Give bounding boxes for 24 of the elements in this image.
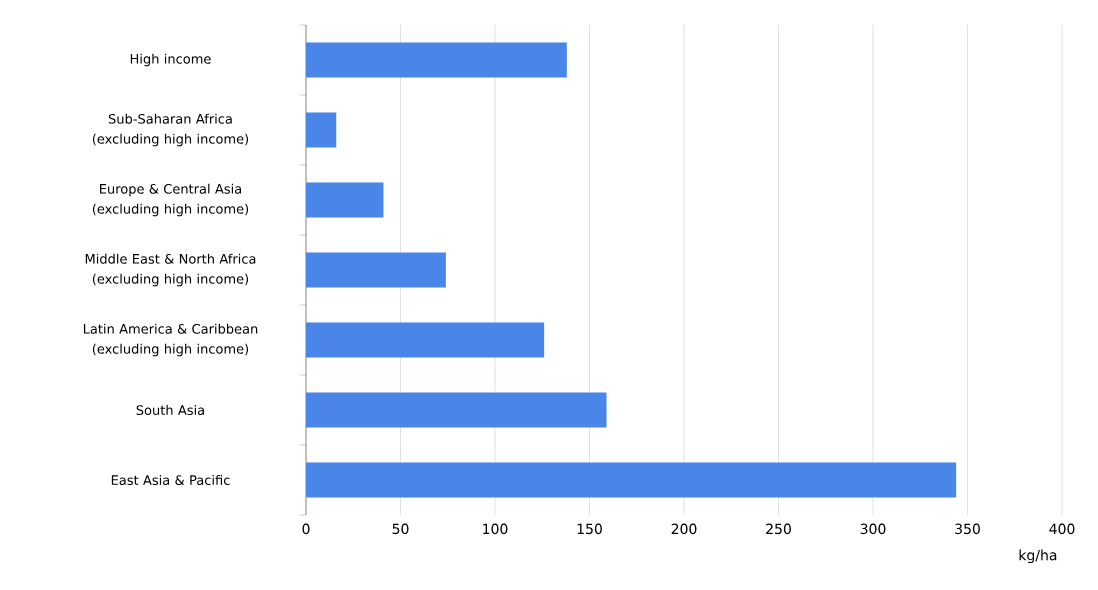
- bar: [306, 182, 384, 218]
- x-tick-label: 100: [483, 523, 508, 535]
- bar: [306, 42, 567, 78]
- y-tick-label: Middle East & North Africa (excluding high income): [85, 253, 256, 287]
- bar: [306, 112, 337, 148]
- y-tick-label: South Asia: [136, 404, 204, 416]
- x-tick-label: 50: [392, 523, 409, 535]
- x-tick-label: 250: [766, 523, 791, 535]
- x-tick-label: 300: [860, 523, 886, 535]
- x-tick-label: 150: [577, 523, 602, 535]
- bar: [306, 462, 957, 498]
- x-axis-title: kg/ha: [1019, 549, 1057, 564]
- y-tick-label: East Asia & Pacific: [111, 474, 230, 486]
- bar: [306, 252, 446, 288]
- y-tick-label: High income: [130, 53, 211, 67]
- bar: [306, 322, 545, 358]
- y-tick-label: Sub-Saharan Africa (excluding high income): [92, 113, 249, 147]
- x-tick-label: 350: [955, 523, 980, 535]
- x-tick-label: 400: [1049, 523, 1075, 535]
- y-tick-label: Europe & Central Asia (excluding high income): [92, 183, 249, 217]
- x-tick-label: 200: [671, 523, 697, 535]
- bar: [306, 392, 607, 428]
- x-tick-label: 0: [302, 523, 310, 535]
- y-tick-label: Latin America & Caribbean (excluding high income): [83, 323, 258, 357]
